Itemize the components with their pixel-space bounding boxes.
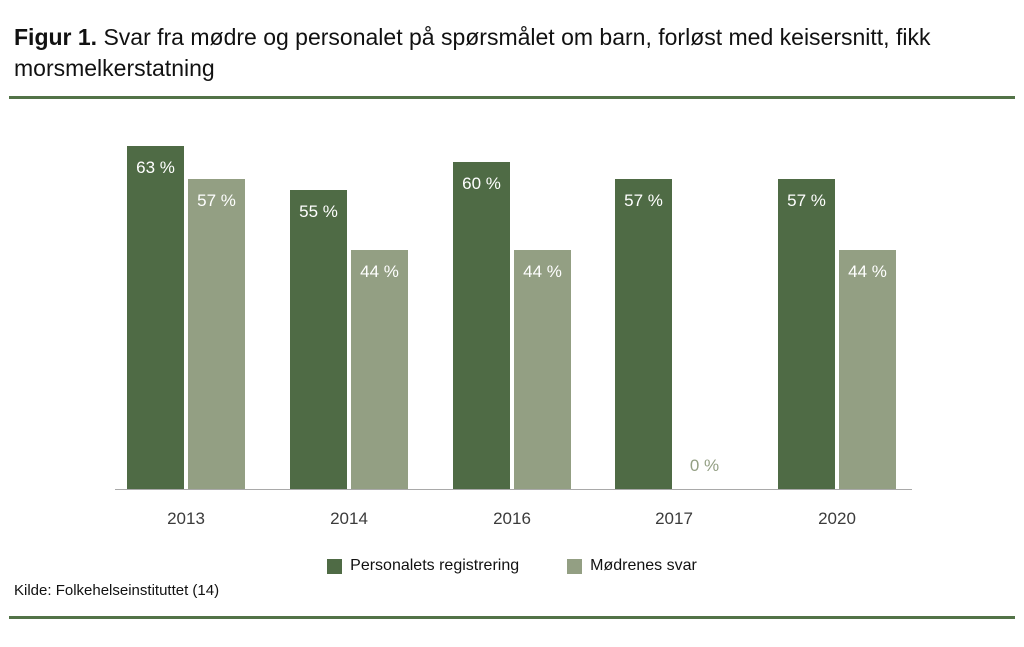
x-axis-tick-label: 2016 <box>493 509 531 528</box>
legend-swatch-icon <box>327 558 343 574</box>
source-note: Kilde: Folkehelseinstituttet (14) <box>14 582 220 599</box>
x-axis-tick-label: 2014 <box>330 509 368 528</box>
bar-series-1 <box>351 250 408 490</box>
bar-value-label: 57 % <box>624 191 663 210</box>
legend-label: Personalets registrering <box>350 557 520 574</box>
bar-series-0 <box>290 190 347 490</box>
bar-value-label: 55 % <box>299 202 338 221</box>
x-axis-tick-label: 2013 <box>167 509 205 528</box>
legend-label: Mødrenes svar <box>590 557 697 574</box>
legend-swatch-icon <box>567 558 583 574</box>
x-axis-tick-label: 2020 <box>818 509 856 528</box>
x-axis-line <box>115 489 912 490</box>
bar-value-label: 0 % <box>689 456 720 475</box>
bar-value-label: 60 % <box>462 174 501 193</box>
bar-value-label: 44 % <box>360 262 399 281</box>
figure-title-text: Svar fra mødre og personalet på spørsmål… <box>14 24 931 81</box>
bar-series-0 <box>778 179 835 490</box>
bar-value-label: 63 % <box>136 158 175 177</box>
bar-series-0 <box>615 179 672 490</box>
figure-number: Figur 1. <box>14 24 98 50</box>
legend: Personalets registrering Mødrenes svar <box>0 557 1024 575</box>
bar-series-1 <box>514 250 571 490</box>
legend-item-1: Mødrenes svar <box>567 557 697 575</box>
x-axis-tick-label: 2017 <box>655 509 693 528</box>
bottom-divider <box>9 616 1015 619</box>
figure-title: Figur 1. Svar fra mødre og personalet på… <box>14 22 1016 84</box>
bar-value-label: 44 % <box>523 262 562 281</box>
bar-series-1 <box>839 250 896 490</box>
bar-series-0 <box>127 146 184 490</box>
legend-item-0: Personalets registrering <box>327 557 519 575</box>
bar-value-label: 57 % <box>197 191 236 210</box>
bar-value-label: 44 % <box>848 262 887 281</box>
bar-series-1 <box>188 179 245 490</box>
bar-series-0 <box>453 162 510 490</box>
bar-value-label: 57 % <box>787 191 826 210</box>
top-divider <box>9 96 1015 99</box>
